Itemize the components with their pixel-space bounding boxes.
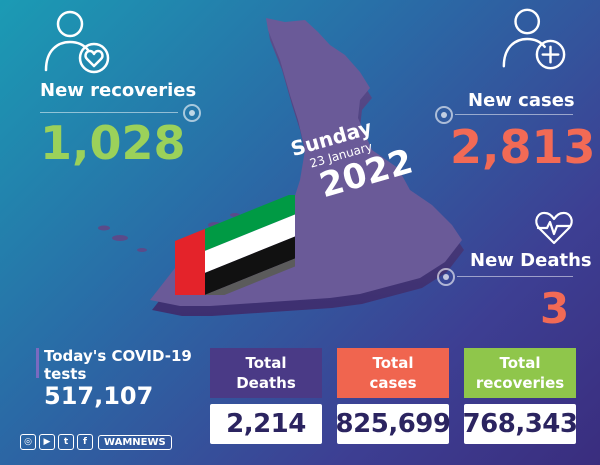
deaths-ring-marker (437, 268, 455, 286)
recoveries-divider (40, 112, 178, 113)
total-recoveries-card: Total recoveries 768,343 (463, 348, 578, 444)
total-cases-value: 825,699 (336, 404, 451, 444)
new-deaths-label: New Deaths (470, 250, 592, 271)
cases-ring-marker (435, 106, 453, 124)
total-recoveries-value: 768,343 (463, 404, 578, 444)
new-recoveries-value: 1,028 (40, 116, 186, 170)
new-recoveries-label: New recoveries (40, 80, 197, 101)
tests-label-line2: tests (44, 365, 87, 383)
recoveries-ring-marker (183, 104, 201, 122)
person-plus-icon (502, 8, 566, 70)
total-cases-header: Total cases (337, 348, 449, 398)
total-recoveries-header: Total recoveries (464, 348, 576, 398)
deaths-divider (457, 276, 573, 277)
person-heart-icon (44, 10, 110, 74)
new-cases-value: 2,813 (450, 120, 596, 174)
cases-divider (455, 114, 573, 115)
wam-brand: WAMNEWS (98, 434, 172, 450)
heartbeat-icon (535, 211, 573, 245)
tests-label-line1: Today's COVID-19 (44, 347, 192, 365)
uae-flag-icon (175, 195, 295, 295)
instagram-icon[interactable]: ◎ (20, 434, 36, 450)
new-deaths-value: 3 (540, 284, 570, 333)
new-cases-label: New cases (468, 90, 575, 111)
youtube-icon[interactable]: ▶ (39, 434, 55, 450)
social-links: ◎ ▶ t f WAMNEWS (20, 434, 172, 450)
total-deaths-card: Total Deaths 2,214 (210, 348, 322, 444)
total-deaths-header: Total Deaths (210, 348, 322, 398)
tests-label: Today's COVID-19 tests (44, 347, 192, 383)
facebook-icon[interactable]: f (77, 434, 93, 450)
total-deaths-value: 2,214 (210, 404, 322, 444)
twitter-icon[interactable]: t (58, 434, 74, 450)
tests-value: 517,107 (44, 382, 154, 410)
tests-accent-bar (36, 348, 39, 378)
total-cases-card: Total cases 825,699 (336, 348, 451, 444)
